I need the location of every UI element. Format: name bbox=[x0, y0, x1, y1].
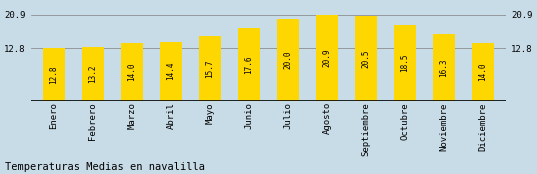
Text: 20.9: 20.9 bbox=[323, 49, 331, 67]
Bar bbox=[394, 48, 416, 101]
Bar bbox=[433, 48, 455, 101]
Bar bbox=[277, 48, 299, 101]
Bar bbox=[277, 19, 299, 101]
Bar bbox=[199, 36, 221, 101]
Text: 15.7: 15.7 bbox=[206, 59, 214, 78]
Text: 16.3: 16.3 bbox=[440, 58, 448, 77]
Text: 12.8: 12.8 bbox=[49, 65, 59, 84]
Bar bbox=[316, 15, 338, 101]
Text: 20.0: 20.0 bbox=[284, 50, 293, 69]
Bar bbox=[473, 48, 494, 101]
Bar bbox=[82, 48, 104, 101]
Text: 14.0: 14.0 bbox=[478, 63, 488, 81]
Bar bbox=[473, 43, 494, 101]
Text: 18.5: 18.5 bbox=[401, 53, 410, 72]
Text: 20.5: 20.5 bbox=[361, 49, 371, 68]
Bar bbox=[355, 48, 377, 101]
Bar bbox=[43, 48, 64, 101]
Bar bbox=[160, 42, 182, 101]
Bar bbox=[238, 48, 260, 101]
Bar bbox=[316, 48, 338, 101]
Text: 14.4: 14.4 bbox=[166, 62, 176, 80]
Bar bbox=[199, 48, 221, 101]
Bar bbox=[121, 43, 143, 101]
Bar bbox=[433, 34, 455, 101]
Text: 14.0: 14.0 bbox=[127, 63, 136, 81]
Bar bbox=[160, 48, 182, 101]
Bar bbox=[82, 46, 104, 101]
Bar bbox=[394, 25, 416, 101]
Text: 17.6: 17.6 bbox=[244, 55, 253, 74]
Bar bbox=[355, 17, 377, 101]
Bar bbox=[238, 28, 260, 101]
Bar bbox=[43, 48, 64, 101]
Text: Temperaturas Medias en navalilla: Temperaturas Medias en navalilla bbox=[5, 162, 205, 172]
Text: 13.2: 13.2 bbox=[89, 64, 97, 83]
Bar bbox=[121, 48, 143, 101]
